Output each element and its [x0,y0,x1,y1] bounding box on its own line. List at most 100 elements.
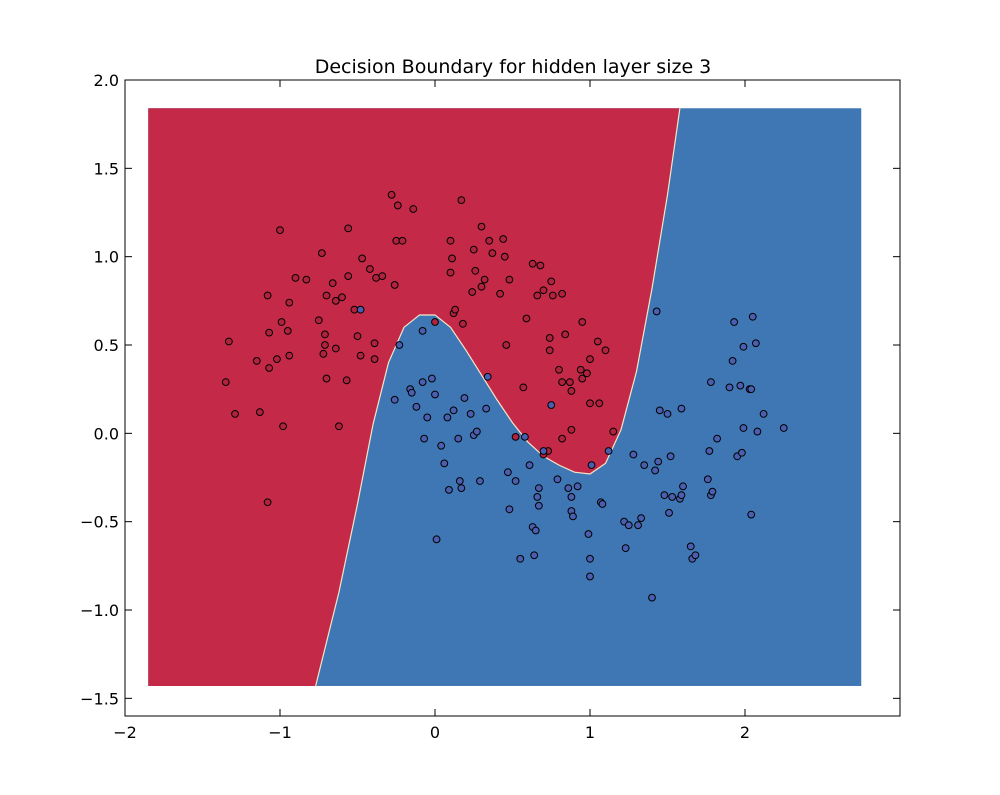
data-point [539,447,548,455]
data-point [558,289,566,298]
data-point [725,383,734,392]
data-point [477,282,486,291]
data-point [555,365,563,374]
data-point [395,341,404,349]
data-point [423,413,432,422]
data-point [586,572,594,581]
data-point [390,281,399,289]
data-point [521,432,529,441]
data-point [500,252,509,261]
y-tick-label: −0.5 [80,513,119,532]
data-point [328,279,337,288]
data-point [663,410,672,418]
data-point [356,305,365,314]
data-point [457,196,466,205]
data-point [378,272,387,281]
data-point [499,235,508,243]
data-point [263,498,272,507]
data-point [331,296,340,305]
data-point [634,521,642,530]
data-point [530,551,539,560]
data-point [285,351,294,360]
data-point [420,434,429,443]
data-point [569,512,577,521]
data-point [609,427,618,436]
data-point [446,236,455,245]
data-point [505,505,514,514]
data-point [624,521,633,530]
data-point [730,318,739,326]
y-tick-label: −1.5 [80,689,119,708]
data-point [533,493,542,501]
data-point [321,330,329,339]
data-point [255,408,264,417]
data-point [472,427,481,436]
data-point [621,544,630,553]
x-tick-label: 0 [430,723,440,742]
data-point [263,291,272,300]
data-point [432,535,441,544]
data-point [564,484,573,493]
data-point [679,482,687,491]
axis-ticks: −2 −1 0 1 2 −1.5 −1.0 −0.5 0.0 0.5 1.0 1.5 2.0 [80,71,900,742]
data-point [747,385,756,394]
data-point [640,461,649,470]
y-tick-label: 2.0 [94,71,119,90]
data-point [322,374,331,383]
data-point [519,383,528,392]
axes-frame [124,79,901,717]
decision-boundary-line [315,108,681,687]
data-point [703,475,712,484]
data-point [567,425,576,434]
data-point [448,254,456,263]
data-point [224,337,233,346]
data-point [353,332,362,341]
data-point [528,259,537,268]
data-point [708,487,717,496]
data-point [601,346,610,355]
data-point [531,526,540,535]
data-point [418,378,427,387]
data-point [779,424,788,432]
data-point [471,266,480,275]
data-point [454,434,463,443]
data-point [431,390,439,399]
data-point [637,514,646,523]
data-point [437,441,446,450]
data-point [713,434,721,443]
data-point [358,254,367,263]
data-point [561,330,570,339]
data-point [666,452,675,461]
data-point [431,318,439,326]
data-point [285,298,294,307]
data-point [221,378,230,387]
data-point [583,369,591,378]
data-point [455,477,464,485]
data-point [593,337,602,346]
data-point [483,372,492,381]
series-class-1 [356,305,788,602]
data-point [567,387,576,395]
data-point [677,491,686,500]
data-point [665,508,673,517]
data-point [558,434,566,443]
data-point [652,307,661,316]
data-point [751,339,760,348]
data-point [547,401,556,409]
data-point [466,410,475,418]
y-tick-label: −1.0 [80,601,119,620]
data-point [468,288,477,296]
data-point [553,475,562,484]
data-point [319,349,328,358]
data-point [668,493,677,501]
data-point [291,273,300,282]
data-point [231,410,239,418]
data-point [753,427,762,436]
data-point [545,346,554,355]
data-point [407,388,416,397]
data-point [545,334,554,342]
data-point [412,402,421,411]
data-point [459,319,467,328]
data-point [476,477,484,485]
